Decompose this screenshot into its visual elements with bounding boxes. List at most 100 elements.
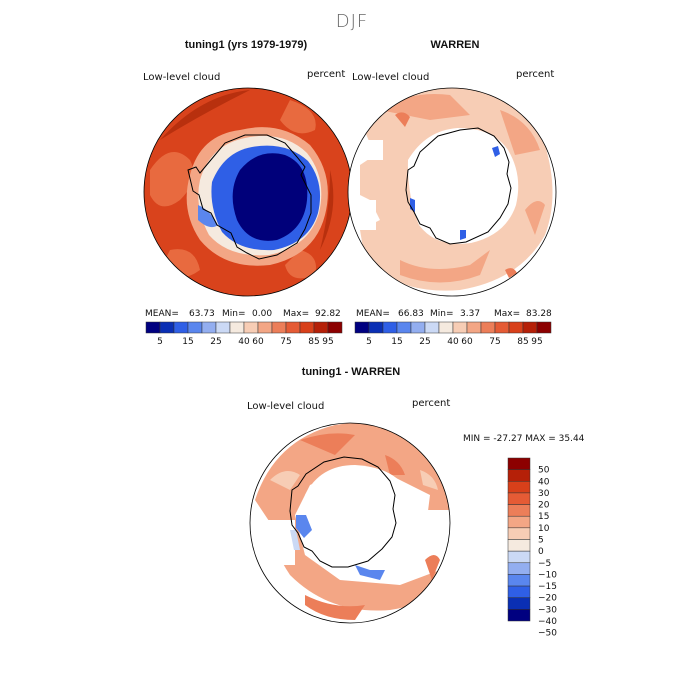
colorbar-tick-label: 40	[538, 477, 550, 487]
colorbar-swatch	[508, 321, 524, 334]
stats-line: MEAN= 66.83 Min= 3.37 Max= 83.28	[356, 309, 552, 319]
colorbar-tick-label: 30	[538, 489, 550, 499]
missing-data	[250, 520, 295, 565]
colorbar-tick-label: 95	[322, 337, 333, 347]
colorbar-tick-label: −15	[538, 582, 557, 592]
colorbar-tick-label: 75	[280, 337, 291, 347]
colorbar-swatch	[507, 550, 531, 564]
colorbar-model: 5 15 25 40 60 75 85 95	[145, 321, 343, 347]
colorbar-swatch	[438, 321, 454, 334]
colorbar-swatch	[507, 457, 531, 470]
colorbar-swatch	[480, 321, 496, 334]
max-value: 92.82	[315, 309, 341, 319]
colorbar-tick-label: −50	[538, 629, 557, 639]
colorbar-swatch	[396, 321, 412, 334]
missing-data	[348, 200, 376, 230]
mean-value: 66.83	[398, 309, 424, 319]
ocean-cloud-mid	[380, 94, 545, 283]
colorbar-obs: 5 15 25 40 60 75 85 95	[354, 321, 552, 347]
colorbar-tick-label: −20	[538, 594, 557, 604]
colorbar-swatch	[452, 321, 468, 334]
polar-map-diff	[250, 423, 450, 623]
colorbar-swatch	[507, 539, 531, 552]
colorbar-tick-label: 5	[157, 337, 163, 347]
diff-strong	[300, 433, 440, 620]
colorbar-swatch	[507, 597, 531, 610]
diff-negative	[296, 515, 385, 580]
map-boundary	[249, 422, 451, 624]
coastline	[187, 134, 312, 260]
colorbar-swatch	[285, 321, 301, 334]
max-label: Max=	[283, 309, 309, 319]
colorbar-swatch	[243, 321, 259, 334]
colorbar-tick-label: 85	[308, 337, 319, 347]
variable-label: Low-level cloud	[143, 72, 220, 83]
ice-interior	[407, 128, 519, 244]
colorbar-tick-label: 95	[531, 337, 542, 347]
colorbar-swatch	[145, 321, 161, 334]
units-label: percent	[516, 69, 554, 80]
min-value: 0.00	[252, 309, 272, 319]
colorbar-swatch	[494, 321, 510, 334]
coastline	[289, 456, 397, 568]
stats-line: MEAN= 63.73 Min= 0.00 Max= 92.82	[145, 309, 341, 319]
min-max-text: MIN = -27.27 MAX = 35.44	[463, 434, 585, 444]
colorbar-swatch	[327, 321, 343, 334]
diff-negative-light	[290, 530, 300, 550]
panel-title: tuning1 (yrs 1979-1979)	[185, 39, 308, 51]
coastline	[405, 127, 512, 245]
colorbar-swatch	[507, 481, 531, 494]
colorbar-tick-label: 25	[210, 337, 221, 347]
colorbar-swatch	[201, 321, 217, 334]
peninsula-blue	[198, 205, 218, 228]
missing-data	[420, 510, 450, 545]
colorbar-swatch	[466, 321, 482, 334]
variable-label: Low-level cloud	[247, 401, 324, 412]
colorbar-swatch	[507, 562, 531, 575]
colorbar-tick-label: 40	[238, 337, 250, 347]
colorbar-swatch	[536, 321, 552, 334]
colorbar-tick-label: 50	[538, 466, 550, 476]
colorbar-tick-label: 40	[447, 337, 459, 347]
panel-model: tuning1 (yrs 1979-1979) Low-level cloud …	[143, 39, 353, 347]
missing-data	[348, 140, 383, 160]
colorbar-swatch	[187, 321, 203, 334]
colorbar-swatch	[382, 321, 398, 334]
colorbar-swatch	[257, 321, 273, 334]
colorbar-swatch	[507, 504, 531, 517]
colorbar-swatch	[507, 492, 531, 505]
colorbar-tick-label: 20	[538, 501, 550, 511]
colorbar-swatch	[173, 321, 189, 334]
panel-title: WARREN	[431, 39, 480, 51]
colorbar-tick-label: −40	[538, 617, 557, 627]
panel-obs: WARREN Low-level cloud percent MEAN= 66.…	[347, 39, 557, 347]
colorbar-tick-label: 15	[391, 337, 402, 347]
colorbar-swatch	[159, 321, 175, 334]
min-label: Min=	[222, 309, 246, 319]
colorbar-swatch	[410, 321, 426, 334]
panel-diff: tuning1 - WARREN Low-level cloud percent…	[247, 366, 585, 639]
map-boundary	[347, 87, 557, 297]
colorbar-swatch	[354, 321, 370, 334]
ice-interior	[304, 465, 416, 578]
colorbar-swatch	[215, 321, 231, 334]
ice-sheet-core	[232, 153, 308, 241]
colorbar-tick-label: 25	[419, 337, 430, 347]
polar-map-model	[144, 88, 352, 296]
colorbar-tick-label: −5	[538, 559, 551, 569]
units-label: percent	[412, 398, 450, 409]
colorbar-swatch	[507, 515, 531, 529]
main-title: DJF	[336, 11, 369, 32]
colorbar-tick-label: 60	[252, 337, 264, 347]
diff-positive	[255, 423, 450, 611]
mean-value: 63.73	[189, 309, 215, 319]
min-label: Min=	[430, 309, 454, 319]
variable-label: Low-level cloud	[352, 72, 429, 83]
max-value: 83.28	[526, 309, 552, 319]
colorbar-tick-label: −30	[538, 605, 557, 615]
mean-label: MEAN=	[356, 309, 390, 319]
diff-light	[270, 470, 438, 490]
polar-map-obs	[348, 88, 556, 296]
colorbar-swatch	[507, 574, 531, 587]
